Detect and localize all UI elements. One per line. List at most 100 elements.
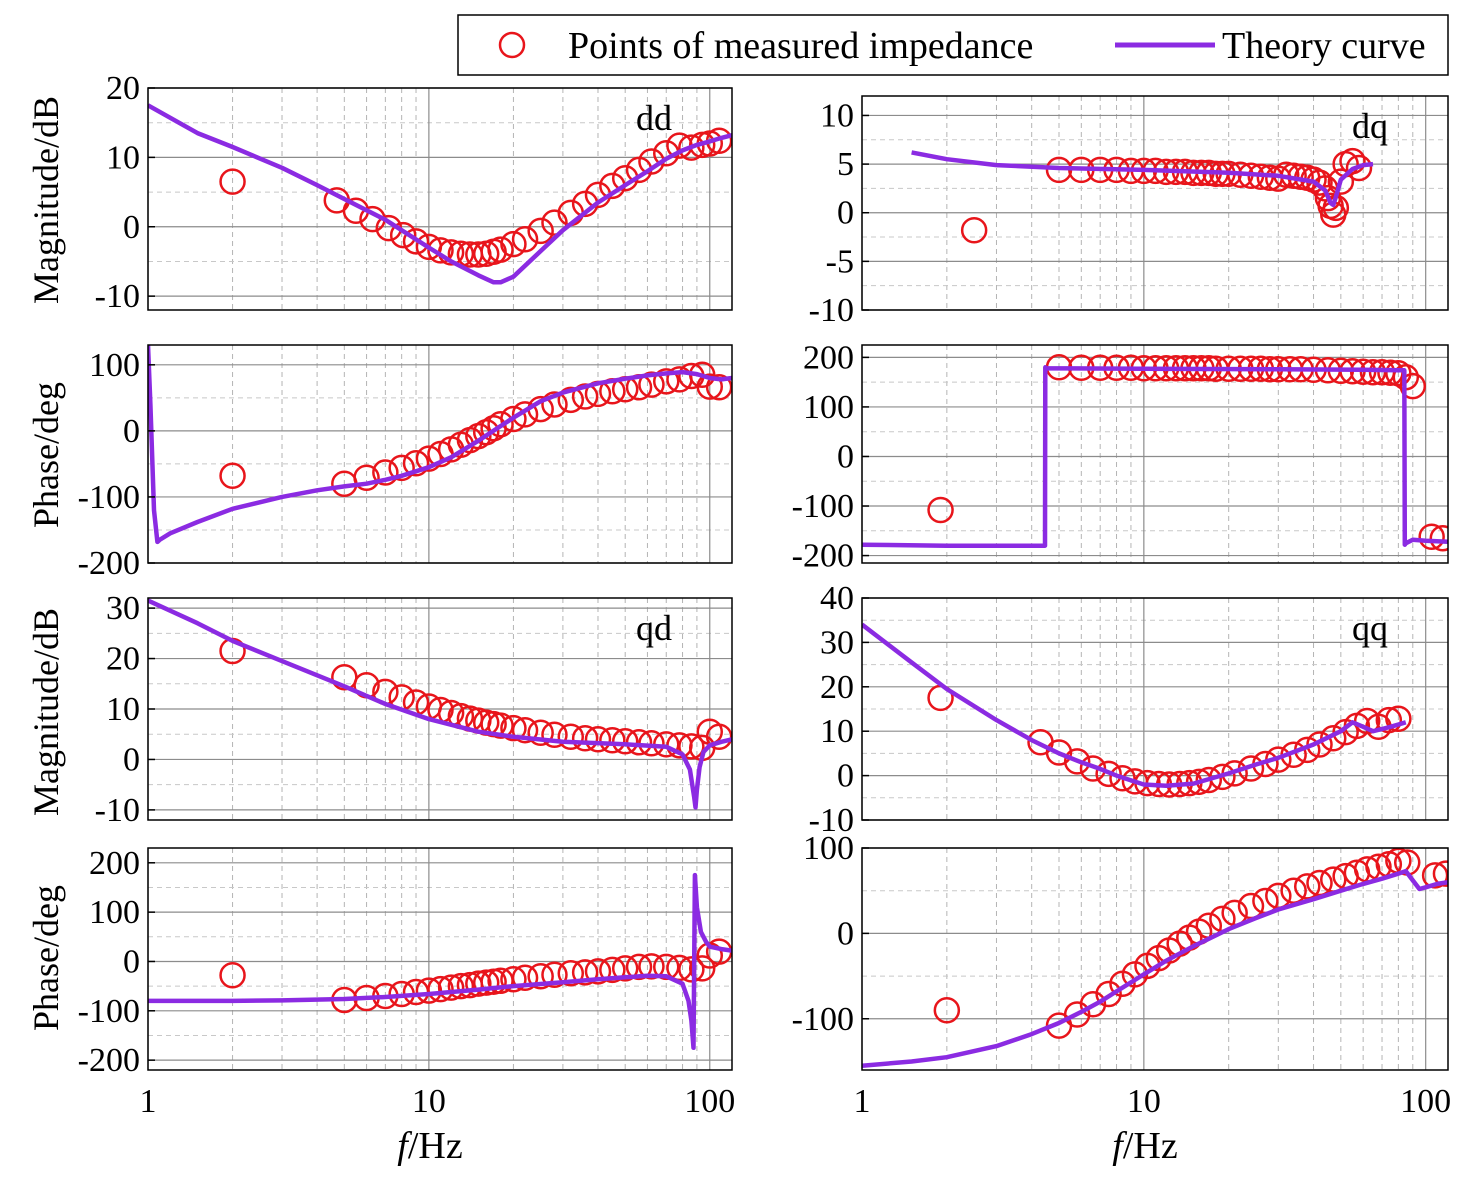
grid-dq-phase <box>861 345 1448 563</box>
measured-point <box>1095 980 1122 1008</box>
measured-point <box>638 371 665 398</box>
measured-point <box>584 726 612 753</box>
panel-dq-phase: -200 -100 0 100 200 <box>792 339 1449 575</box>
measured-point <box>1293 873 1321 900</box>
measured-point <box>541 391 568 418</box>
measured-point <box>599 956 626 984</box>
measured-point <box>487 236 514 263</box>
ytick-label: 100 <box>89 894 140 931</box>
panel-title-dd: dd <box>636 98 672 138</box>
measured-point <box>527 963 554 990</box>
measured-point <box>584 958 612 985</box>
measured-point <box>678 956 705 983</box>
ylabel-phase-top: Phase/deg <box>26 382 66 528</box>
xtick-label: 1 <box>140 1083 157 1120</box>
panel-dq-mag: -10 -5 0 5 10 dq <box>809 95 1449 329</box>
measured-point <box>638 953 665 980</box>
measured-point <box>1195 766 1223 794</box>
measured-point <box>1418 523 1445 550</box>
ylabel-magnitude-top: Magnitude/dB <box>26 96 66 304</box>
measured-points-qq-mag <box>927 684 1412 798</box>
theory-curve-qq-phase <box>862 868 1448 1068</box>
axes-frame-dd-mag <box>147 87 733 311</box>
legend-theory-label: Theory curve <box>1222 25 1426 67</box>
ytick-label: 100 <box>89 347 140 384</box>
xtick-label: 100 <box>684 1083 735 1120</box>
measured-point <box>511 225 539 253</box>
measured-point <box>500 405 527 433</box>
measured-point <box>511 964 539 991</box>
panel-title-qd: qd <box>636 608 672 648</box>
ytick-label: 20 <box>820 669 854 706</box>
axes-frame-dq-mag <box>861 95 1449 311</box>
measured-point <box>500 714 527 742</box>
measured-point <box>599 727 626 754</box>
measured-point <box>465 970 492 997</box>
axes-frame-dq-phase <box>861 344 1449 564</box>
ytick-label: -100 <box>792 488 854 525</box>
ytick-label: 100 <box>803 830 854 867</box>
ytick-label: 5 <box>837 146 854 183</box>
panel-qd-mag: -10 0 10 20 30 qd <box>95 590 733 829</box>
ytick-label: 200 <box>89 845 140 882</box>
measured-point <box>219 462 246 490</box>
measured-point <box>500 230 527 258</box>
measured-point <box>1385 705 1412 733</box>
ytick-label: -10 <box>809 802 854 839</box>
theory-curve-dd-phase <box>148 345 732 545</box>
ytick-label: -10 <box>95 792 140 829</box>
panel-dd-mag: -10 0 10 20 dd <box>95 70 733 315</box>
measured-point <box>415 445 443 472</box>
ytick-label: 10 <box>820 713 854 750</box>
measured-point <box>527 719 554 746</box>
ytick-label: 0 <box>837 438 854 475</box>
measured-point <box>1327 168 1355 195</box>
ytick-label: -10 <box>95 278 140 315</box>
measured-point <box>447 972 475 1000</box>
measured-points-dd-mag <box>219 127 732 268</box>
panel-qq-mag: -10 0 10 20 30 40 qq <box>809 580 1449 839</box>
ytick-label: 10 <box>106 139 140 176</box>
measured-point <box>1375 706 1403 734</box>
ytick-label: 20 <box>106 70 140 107</box>
measured-point <box>611 955 639 982</box>
measured-point <box>388 454 415 482</box>
theory-curve-dq-mag <box>911 150 1374 208</box>
measured-point <box>1339 147 1366 175</box>
ylabel-phase-bottom: Phase/deg <box>26 885 66 1031</box>
measured-point <box>541 721 568 748</box>
legend: Points of measured impedance Theory curv… <box>457 14 1449 76</box>
panel-title-qq: qq <box>1352 608 1388 648</box>
ytick-label: 200 <box>803 339 854 376</box>
measured-point <box>1421 862 1448 889</box>
panel-qq-phase: -100 0 100 1 10 100 <box>792 830 1452 1120</box>
measured-points-qd-mag <box>219 637 732 762</box>
ytick-label: 0 <box>123 209 140 246</box>
measured-point <box>678 733 705 760</box>
measured-point <box>571 959 599 986</box>
measured-point <box>960 216 988 244</box>
measured-points-dq-phase <box>927 354 1448 552</box>
ytick-label: 40 <box>820 580 854 617</box>
xtick-label: 10 <box>1127 1083 1161 1120</box>
measured-point <box>1063 748 1091 775</box>
theory-curve-qd-phase <box>148 872 732 1051</box>
ytick-label: 0 <box>837 915 854 952</box>
xlabel-left: f/Hz <box>397 1125 462 1167</box>
measured-point <box>696 373 724 400</box>
ytick-label: 100 <box>803 389 854 426</box>
theory-curve-qq-mag <box>862 622 1407 789</box>
measured-point <box>1429 524 1448 552</box>
measured-point <box>527 217 554 245</box>
measured-point <box>511 401 539 428</box>
measured-point <box>653 368 680 395</box>
measured-point <box>219 168 246 195</box>
grid-qd-phase <box>147 848 732 1070</box>
measured-point <box>219 962 246 989</box>
ytick-label: 30 <box>820 624 854 661</box>
measured-point <box>688 955 716 982</box>
measured-point <box>678 134 705 161</box>
ytick-label: 0 <box>837 758 854 795</box>
measured-point <box>1399 372 1427 400</box>
measured-point <box>705 723 732 750</box>
